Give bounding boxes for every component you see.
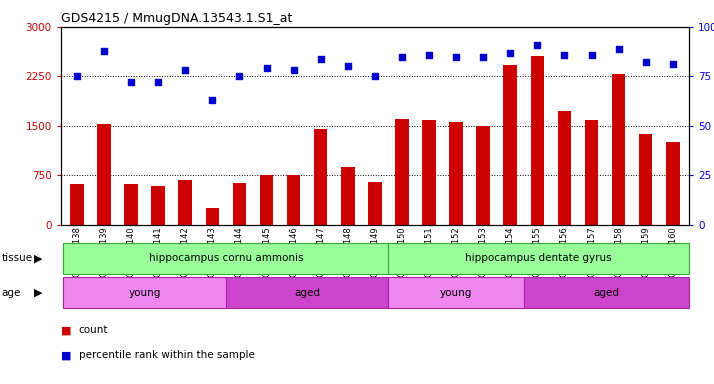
Bar xyxy=(666,142,680,225)
Bar xyxy=(476,126,490,225)
Point xyxy=(153,79,164,85)
Text: hippocampus cornu ammonis: hippocampus cornu ammonis xyxy=(149,253,303,263)
Bar xyxy=(287,175,301,225)
Text: ■: ■ xyxy=(61,325,71,335)
Bar xyxy=(314,129,328,225)
Bar xyxy=(206,207,219,225)
Text: count: count xyxy=(79,325,108,335)
Bar xyxy=(612,74,625,225)
Point xyxy=(559,51,570,58)
Point xyxy=(423,51,435,58)
Point xyxy=(369,73,381,79)
Bar xyxy=(395,119,408,225)
Bar xyxy=(388,277,524,308)
Bar xyxy=(368,182,381,225)
Bar xyxy=(639,134,653,225)
Bar xyxy=(64,243,388,274)
Point xyxy=(261,65,272,71)
Point xyxy=(71,73,83,79)
Bar xyxy=(388,243,689,274)
Bar xyxy=(422,121,436,225)
Bar xyxy=(585,121,598,225)
Text: hippocampus dentate gyrus: hippocampus dentate gyrus xyxy=(466,253,612,263)
Text: aged: aged xyxy=(294,288,320,298)
Bar xyxy=(233,183,246,225)
Text: ▶: ▶ xyxy=(34,288,43,298)
Point xyxy=(206,97,218,103)
Point xyxy=(396,53,408,60)
Text: young: young xyxy=(440,288,472,298)
Point xyxy=(179,67,191,73)
Point xyxy=(99,48,110,54)
Bar xyxy=(524,277,689,308)
Bar xyxy=(260,175,273,225)
Point xyxy=(288,67,299,73)
Text: tissue: tissue xyxy=(1,253,33,263)
Point xyxy=(640,60,651,66)
Bar xyxy=(97,124,111,225)
Bar xyxy=(558,111,571,225)
Point xyxy=(126,79,137,85)
Text: aged: aged xyxy=(593,288,620,298)
Point xyxy=(613,46,624,52)
Bar xyxy=(503,65,517,225)
Text: GDS4215 / MmugDNA.13543.1.S1_at: GDS4215 / MmugDNA.13543.1.S1_at xyxy=(61,12,292,25)
Text: ■: ■ xyxy=(61,350,71,360)
Point xyxy=(478,53,489,60)
Point xyxy=(451,53,462,60)
Bar xyxy=(341,167,355,225)
Point xyxy=(532,41,543,48)
Bar xyxy=(151,186,165,225)
Point xyxy=(505,50,516,56)
Text: percentile rank within the sample: percentile rank within the sample xyxy=(79,350,254,360)
Bar xyxy=(226,277,388,308)
Point xyxy=(585,51,597,58)
Text: ▶: ▶ xyxy=(34,253,43,263)
Point xyxy=(315,55,326,61)
Bar xyxy=(449,122,463,225)
Bar xyxy=(124,184,138,225)
Point xyxy=(667,61,678,68)
Bar xyxy=(70,184,84,225)
Text: age: age xyxy=(1,288,21,298)
Text: young: young xyxy=(129,288,161,298)
Bar xyxy=(531,56,544,225)
Bar xyxy=(178,180,192,225)
Point xyxy=(342,63,353,70)
Point xyxy=(233,73,245,79)
Bar xyxy=(64,277,226,308)
